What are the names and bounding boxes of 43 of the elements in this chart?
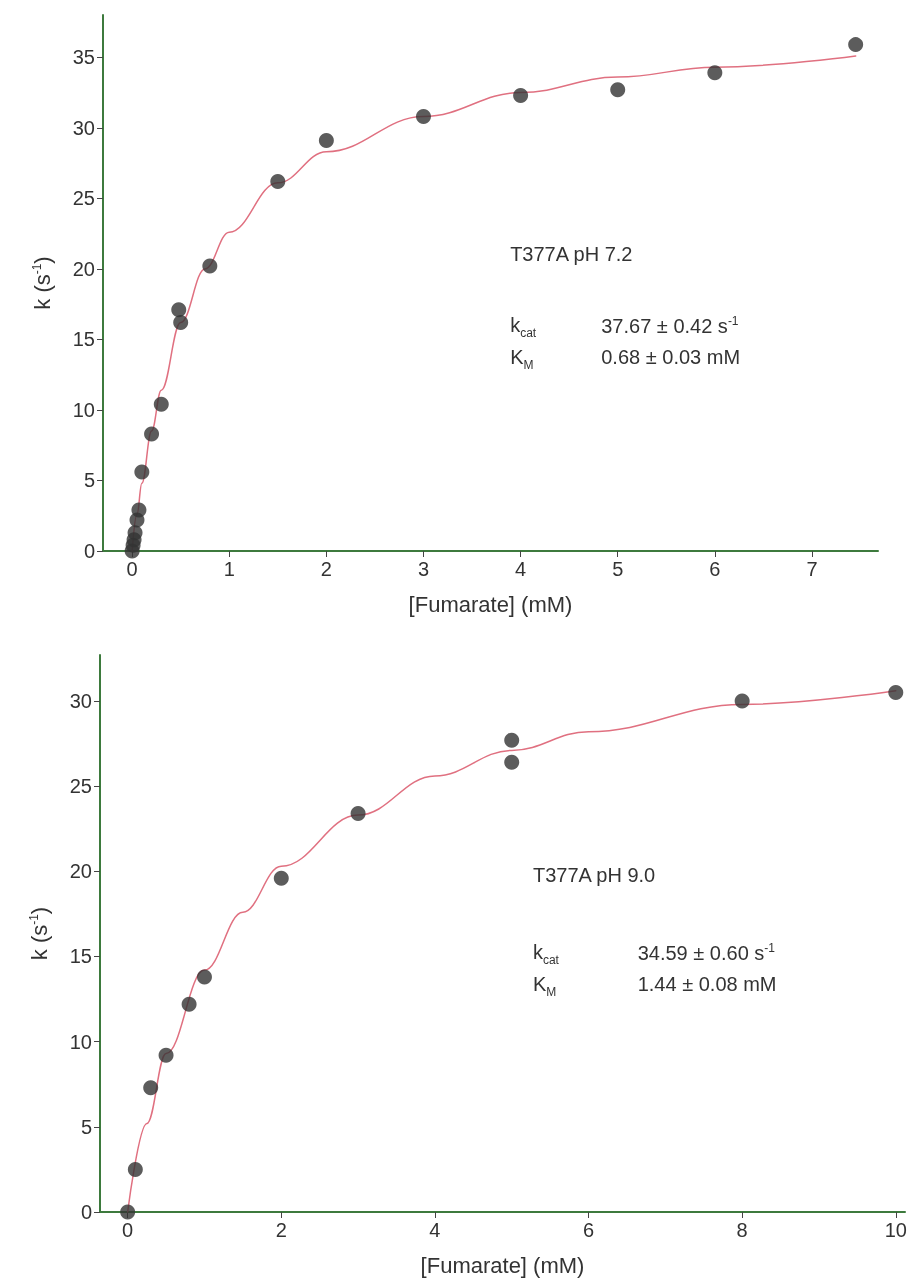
x-tick-label: 3 [417, 558, 430, 580]
y-tick-label: 5 [83, 469, 95, 492]
x-tick-label: 6 [709, 558, 721, 580]
y-axis-title: k (s-1) [29, 256, 55, 310]
y-tick-label: 35 [72, 46, 95, 69]
y-tick-label: 15 [69, 945, 92, 968]
annotation: K$_{M}$ [532, 973, 557, 1000]
y-tick-label: 0 [80, 1201, 92, 1223]
x-axis-title: [Fumarate] (mM) [420, 1252, 585, 1278]
annotation: 0.68 ± 0.03 mM [601, 345, 741, 369]
annotation: k$_{cat}$ [532, 941, 559, 968]
x-tick-label: 6 [582, 1219, 595, 1241]
annotation: T377A pH 9.0 [532, 864, 656, 888]
x-tick-label: 0 [126, 558, 138, 580]
y-tick-label: 5 [80, 1115, 92, 1138]
y-tick-label: 15 [72, 328, 95, 351]
x-tick-label: 2 [320, 558, 332, 580]
x-axis-title: [Fumarate] (mM) [408, 591, 573, 617]
annotation: k$_{cat}$ [510, 313, 537, 340]
x-tick-label: 8 [736, 1219, 748, 1241]
y-tick-label: 20 [72, 257, 95, 280]
y-tick-label: 25 [72, 187, 95, 210]
y-tick-label: 10 [69, 1030, 92, 1053]
x-tick-label: 4 [429, 1219, 441, 1241]
y-axis-title: k (s-1) [26, 906, 52, 961]
x-tick-label: 10 [884, 1219, 907, 1241]
annotation: 1.44 ± 0.08 mM [637, 973, 777, 997]
x-tick-label: 4 [515, 558, 527, 580]
x-tick-label: 1 [223, 558, 235, 580]
y-tick-label: 0 [83, 540, 95, 562]
y-tick-label: 25 [69, 775, 92, 798]
y-tick-label: 30 [72, 116, 95, 139]
annotation: T377A pH 7.2 [510, 243, 633, 267]
x-tick-label: 0 [122, 1219, 134, 1241]
annotation: K$_{M}$ [510, 345, 534, 372]
x-tick-label: 2 [275, 1219, 287, 1241]
y-tick-label: 30 [69, 689, 92, 712]
x-tick-label: 7 [806, 558, 818, 580]
y-tick-label: 20 [69, 860, 92, 883]
annotation: 37.67 ± 0.42 s$^{-1}$ [601, 313, 739, 338]
x-tick-label: 5 [612, 558, 624, 580]
annotation: 34.59 ± 0.60 s$^{-1}$ [637, 941, 775, 965]
y-tick-label: 10 [72, 398, 95, 421]
